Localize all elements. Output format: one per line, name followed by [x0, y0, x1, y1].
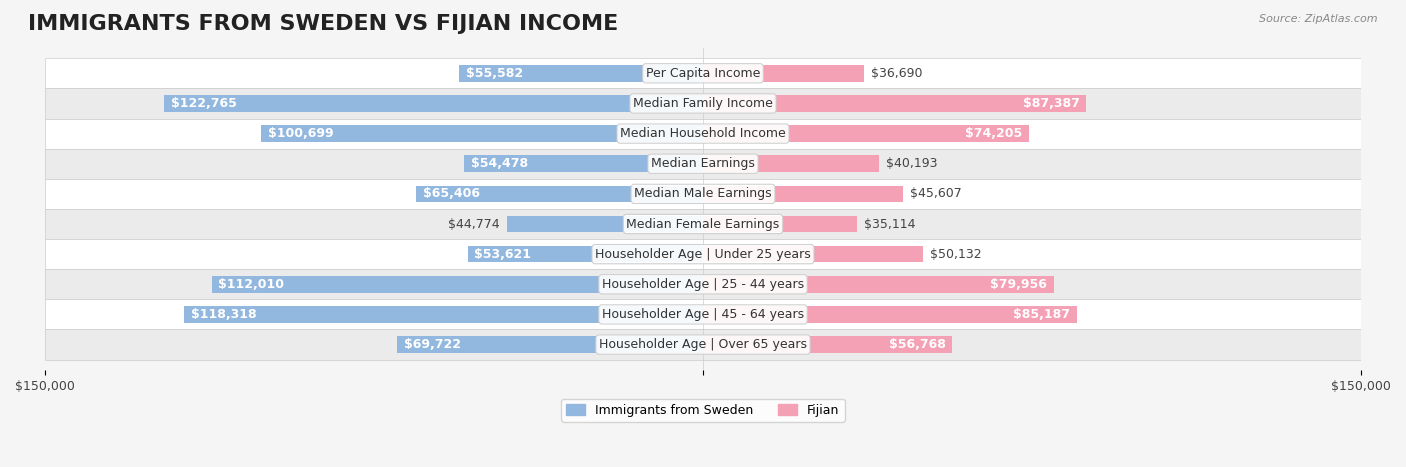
- Bar: [460, 65, 703, 82]
- Text: Householder Age | 25 - 44 years: Householder Age | 25 - 44 years: [602, 278, 804, 291]
- Bar: [703, 65, 863, 82]
- Text: Median Male Earnings: Median Male Earnings: [634, 187, 772, 200]
- Bar: [703, 216, 858, 232]
- Text: Median Family Income: Median Family Income: [633, 97, 773, 110]
- Bar: [396, 336, 703, 353]
- Text: Source: ZipAtlas.com: Source: ZipAtlas.com: [1260, 14, 1378, 24]
- Text: $122,765: $122,765: [172, 97, 236, 110]
- Text: $55,582: $55,582: [465, 67, 523, 80]
- FancyBboxPatch shape: [45, 269, 1361, 299]
- Text: $50,132: $50,132: [929, 248, 981, 261]
- Bar: [703, 306, 1077, 323]
- Legend: Immigrants from Sweden, Fijian: Immigrants from Sweden, Fijian: [561, 399, 845, 422]
- Text: $40,193: $40,193: [886, 157, 938, 170]
- Bar: [165, 95, 703, 112]
- Bar: [703, 246, 922, 262]
- FancyBboxPatch shape: [45, 58, 1361, 88]
- Text: $87,387: $87,387: [1024, 97, 1080, 110]
- Text: Median Female Earnings: Median Female Earnings: [627, 218, 779, 231]
- Bar: [468, 246, 703, 262]
- Text: $56,768: $56,768: [889, 338, 945, 351]
- Bar: [703, 95, 1087, 112]
- Bar: [184, 306, 703, 323]
- Text: $74,205: $74,205: [965, 127, 1022, 140]
- Bar: [703, 336, 952, 353]
- FancyBboxPatch shape: [45, 209, 1361, 239]
- Text: $100,699: $100,699: [267, 127, 333, 140]
- Text: Householder Age | Over 65 years: Householder Age | Over 65 years: [599, 338, 807, 351]
- Bar: [464, 156, 703, 172]
- Text: $69,722: $69,722: [404, 338, 461, 351]
- FancyBboxPatch shape: [45, 179, 1361, 209]
- FancyBboxPatch shape: [45, 330, 1361, 360]
- Text: $53,621: $53,621: [474, 248, 531, 261]
- Text: $54,478: $54,478: [471, 157, 527, 170]
- Bar: [262, 125, 703, 142]
- Bar: [506, 216, 703, 232]
- Bar: [703, 276, 1053, 292]
- Text: $44,774: $44,774: [449, 218, 501, 231]
- Text: $112,010: $112,010: [218, 278, 284, 291]
- Text: Per Capita Income: Per Capita Income: [645, 67, 761, 80]
- Bar: [416, 185, 703, 202]
- Text: $65,406: $65,406: [423, 187, 479, 200]
- Text: $45,607: $45,607: [910, 187, 962, 200]
- Bar: [703, 185, 903, 202]
- FancyBboxPatch shape: [45, 88, 1361, 119]
- Text: $35,114: $35,114: [863, 218, 915, 231]
- FancyBboxPatch shape: [45, 239, 1361, 269]
- Text: IMMIGRANTS FROM SWEDEN VS FIJIAN INCOME: IMMIGRANTS FROM SWEDEN VS FIJIAN INCOME: [28, 14, 619, 34]
- FancyBboxPatch shape: [45, 119, 1361, 149]
- Text: $36,690: $36,690: [870, 67, 922, 80]
- Text: Median Earnings: Median Earnings: [651, 157, 755, 170]
- Text: $85,187: $85,187: [1014, 308, 1070, 321]
- Bar: [211, 276, 703, 292]
- Text: Householder Age | 45 - 64 years: Householder Age | 45 - 64 years: [602, 308, 804, 321]
- Text: $79,956: $79,956: [990, 278, 1047, 291]
- Text: Householder Age | Under 25 years: Householder Age | Under 25 years: [595, 248, 811, 261]
- Bar: [703, 125, 1029, 142]
- FancyBboxPatch shape: [45, 299, 1361, 330]
- FancyBboxPatch shape: [45, 149, 1361, 179]
- Text: Median Household Income: Median Household Income: [620, 127, 786, 140]
- Text: $118,318: $118,318: [190, 308, 256, 321]
- Bar: [703, 156, 879, 172]
